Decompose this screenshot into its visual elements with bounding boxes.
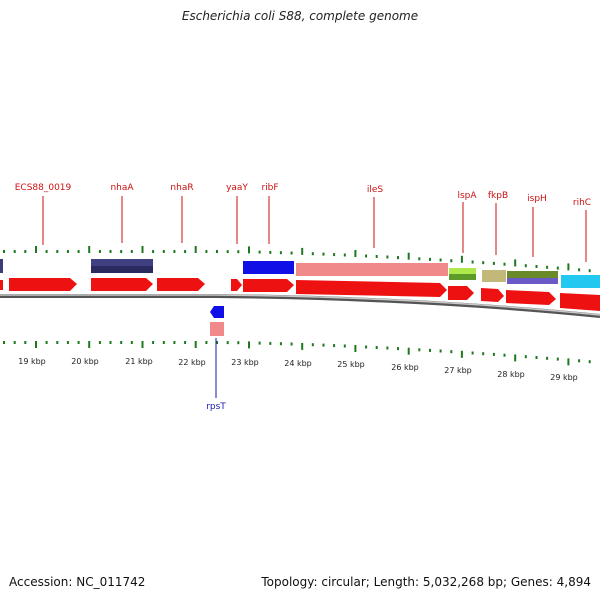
cog-category-track bbox=[0, 259, 600, 288]
cds-arrow[interactable] bbox=[243, 279, 294, 292]
kbp-label: 19 kbp bbox=[18, 357, 46, 366]
genome-title: Escherichia coli S88, complete genome bbox=[181, 9, 419, 23]
gene-label-ispH[interactable]: ispH bbox=[527, 194, 547, 204]
cog-bar-ispH[interactable] bbox=[507, 271, 558, 278]
cds-arrow[interactable] bbox=[560, 293, 600, 311]
genome-summary: Topology: circular; Length: 5,032,268 bp… bbox=[261, 575, 591, 589]
gene-label-nhaA[interactable]: nhaA bbox=[110, 183, 134, 193]
kbp-scale: 19 kbp 20 kbp 21 kbp 22 kbp 23 kbp 24 kb… bbox=[18, 357, 578, 382]
cog-bar-rihC[interactable] bbox=[561, 275, 600, 288]
cds-arrow-reverse-rpsT[interactable] bbox=[210, 306, 224, 318]
gene-label-fkpB[interactable]: fkpB bbox=[488, 191, 508, 201]
kbp-label: 21 kbp bbox=[125, 357, 153, 366]
kbp-label: 26 kbp bbox=[391, 363, 419, 372]
cog-bar-lspA[interactable] bbox=[449, 268, 476, 274]
gene-label-yaaY[interactable]: yaaY bbox=[226, 183, 248, 193]
tick-row-top bbox=[3, 246, 591, 273]
gene-label-nhaR[interactable]: nhaR bbox=[170, 183, 193, 193]
kbp-label: 23 kbp bbox=[231, 358, 259, 367]
cds-arrow[interactable] bbox=[506, 290, 556, 305]
kbp-label: 20 kbp bbox=[71, 357, 99, 366]
cds-arrow[interactable] bbox=[448, 286, 474, 300]
kbp-label: 28 kbp bbox=[497, 370, 525, 379]
cog-bar-nhaA[interactable] bbox=[91, 259, 153, 266]
cds-arrow[interactable] bbox=[296, 280, 447, 297]
gene-label-lspA[interactable]: lspA bbox=[457, 191, 477, 201]
gene-label-rihC[interactable]: rihC bbox=[573, 198, 591, 208]
gene-label-ECS88_0019[interactable]: ECS88_0019 bbox=[15, 183, 72, 193]
gene-label-ribF[interactable]: ribF bbox=[261, 183, 278, 193]
kbp-label: 25 kbp bbox=[337, 360, 365, 369]
cog-bar-edge bbox=[0, 259, 3, 273]
kbp-label: 29 kbp bbox=[550, 373, 578, 382]
cds-arrow[interactable] bbox=[231, 279, 242, 291]
gene-labels-top: ECS88_0019 nhaA nhaR yaaY ribF ileS lspA… bbox=[15, 183, 591, 262]
cog-bar-ispH-lower bbox=[507, 278, 558, 284]
cds-arrow[interactable] bbox=[157, 278, 205, 291]
gene-label-ileS[interactable]: ileS bbox=[367, 185, 384, 195]
kbp-label: 22 kbp bbox=[178, 358, 206, 367]
tick-row-bottom bbox=[3, 341, 591, 366]
cds-arrow[interactable] bbox=[0, 280, 3, 290]
cds-arrow[interactable] bbox=[91, 278, 153, 291]
gene-label-rpsT[interactable]: rpsT bbox=[206, 402, 226, 412]
gene-labels-bottom: rpsT bbox=[206, 338, 226, 412]
cds-arrow[interactable] bbox=[481, 288, 504, 302]
cog-bar-nhaA-shade bbox=[91, 266, 153, 273]
cds-reverse-track bbox=[210, 306, 224, 336]
cog-bar-rpsT[interactable] bbox=[210, 322, 224, 336]
kbp-label: 24 kbp bbox=[284, 359, 312, 368]
genome-backbone-highlight bbox=[0, 294, 600, 316]
cog-bar-fkpB[interactable] bbox=[482, 270, 506, 282]
cog-bar-lspA-lower bbox=[449, 274, 476, 280]
accession-label: Accession: NC_011742 bbox=[9, 575, 146, 589]
kbp-label: 27 kbp bbox=[444, 366, 472, 375]
cog-bar-ribF[interactable] bbox=[243, 261, 294, 274]
cds-arrow[interactable] bbox=[9, 278, 77, 291]
cds-forward-track bbox=[0, 278, 600, 311]
genome-backbone bbox=[0, 294, 600, 318]
cog-bar-ileS[interactable] bbox=[296, 263, 448, 276]
